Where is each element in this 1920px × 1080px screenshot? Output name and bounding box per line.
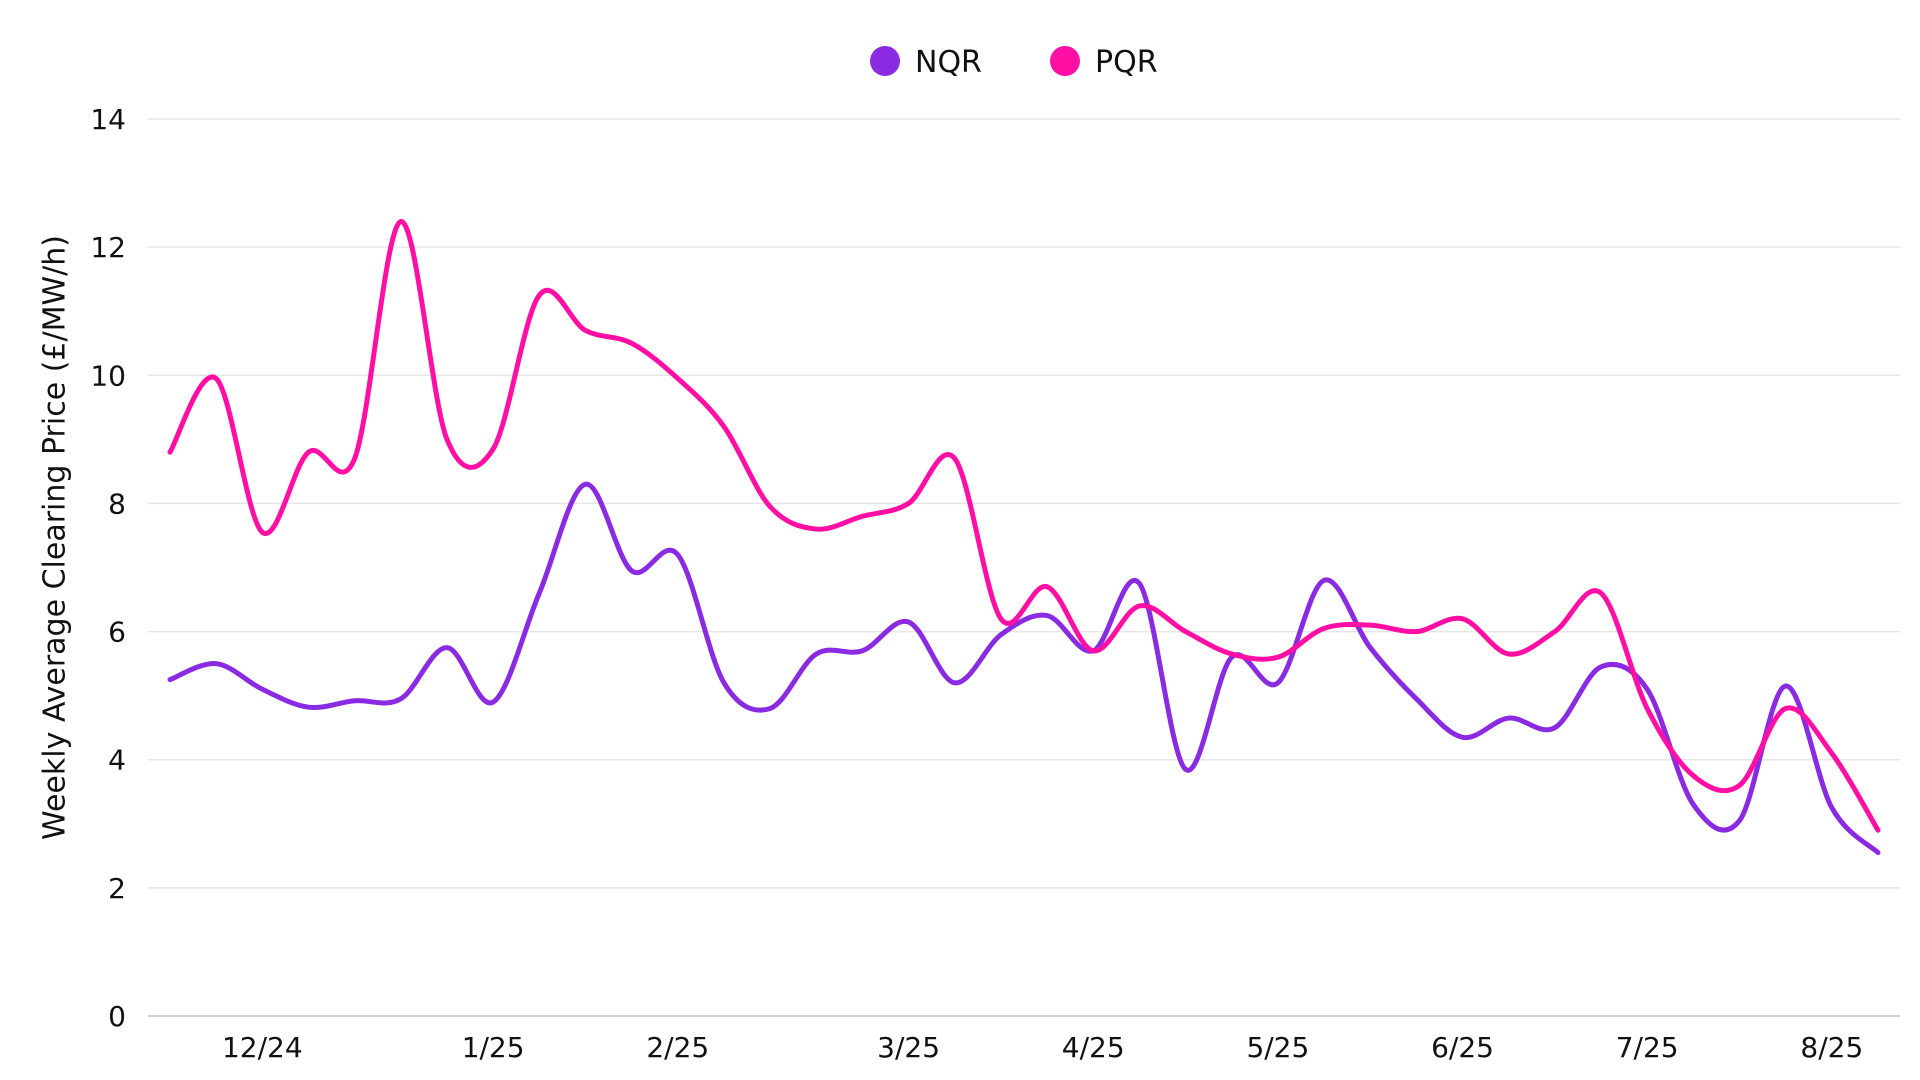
gridlines xyxy=(148,118,1900,1017)
y-tick-label: 14 xyxy=(90,103,126,136)
y-axis-title: Weekly Average Clearing Price (£/MW/h) xyxy=(38,235,73,840)
y-tick-label: 0 xyxy=(108,1000,126,1033)
y-tick-label: 10 xyxy=(90,359,126,392)
x-tick-label: 7/25 xyxy=(1616,1031,1679,1064)
x-tick-label: 6/25 xyxy=(1431,1031,1494,1064)
y-tick-label: 12 xyxy=(90,231,126,264)
legend-label: NQR xyxy=(915,45,982,80)
legend-item-nqr[interactable]: NQR xyxy=(870,45,982,80)
series-line-nqr xyxy=(167,481,1881,856)
y-tick-label: 4 xyxy=(108,744,126,777)
y-tick-label: 6 xyxy=(108,616,126,649)
legend-item-pqr[interactable]: PQR xyxy=(1050,45,1158,80)
x-tick-label: 5/25 xyxy=(1246,1031,1309,1064)
y-tick-label: 2 xyxy=(108,872,126,905)
x-tick-label: 1/25 xyxy=(462,1031,525,1064)
series-lines xyxy=(167,219,1881,856)
x-tick-label: 12/24 xyxy=(222,1031,303,1064)
legend-swatch xyxy=(870,46,900,76)
y-axis-ticks: 0 2 4 6 8 10 12 14 xyxy=(90,103,126,1033)
legend-swatch xyxy=(1050,46,1080,76)
x-tick-label: 8/25 xyxy=(1800,1031,1863,1064)
x-axis-ticks: 12/24 1/25 2/25 3/25 4/25 5/25 6/25 7/25 8/25 xyxy=(222,1031,1863,1064)
y-tick-label: 8 xyxy=(108,487,126,520)
x-tick-label: 3/25 xyxy=(877,1031,940,1064)
x-tick-label: 4/25 xyxy=(1062,1031,1125,1064)
legend: NQR PQR xyxy=(870,45,1158,80)
x-tick-label: 2/25 xyxy=(646,1031,709,1064)
legend-label: PQR xyxy=(1095,45,1158,80)
series-line-pqr xyxy=(167,219,1881,833)
